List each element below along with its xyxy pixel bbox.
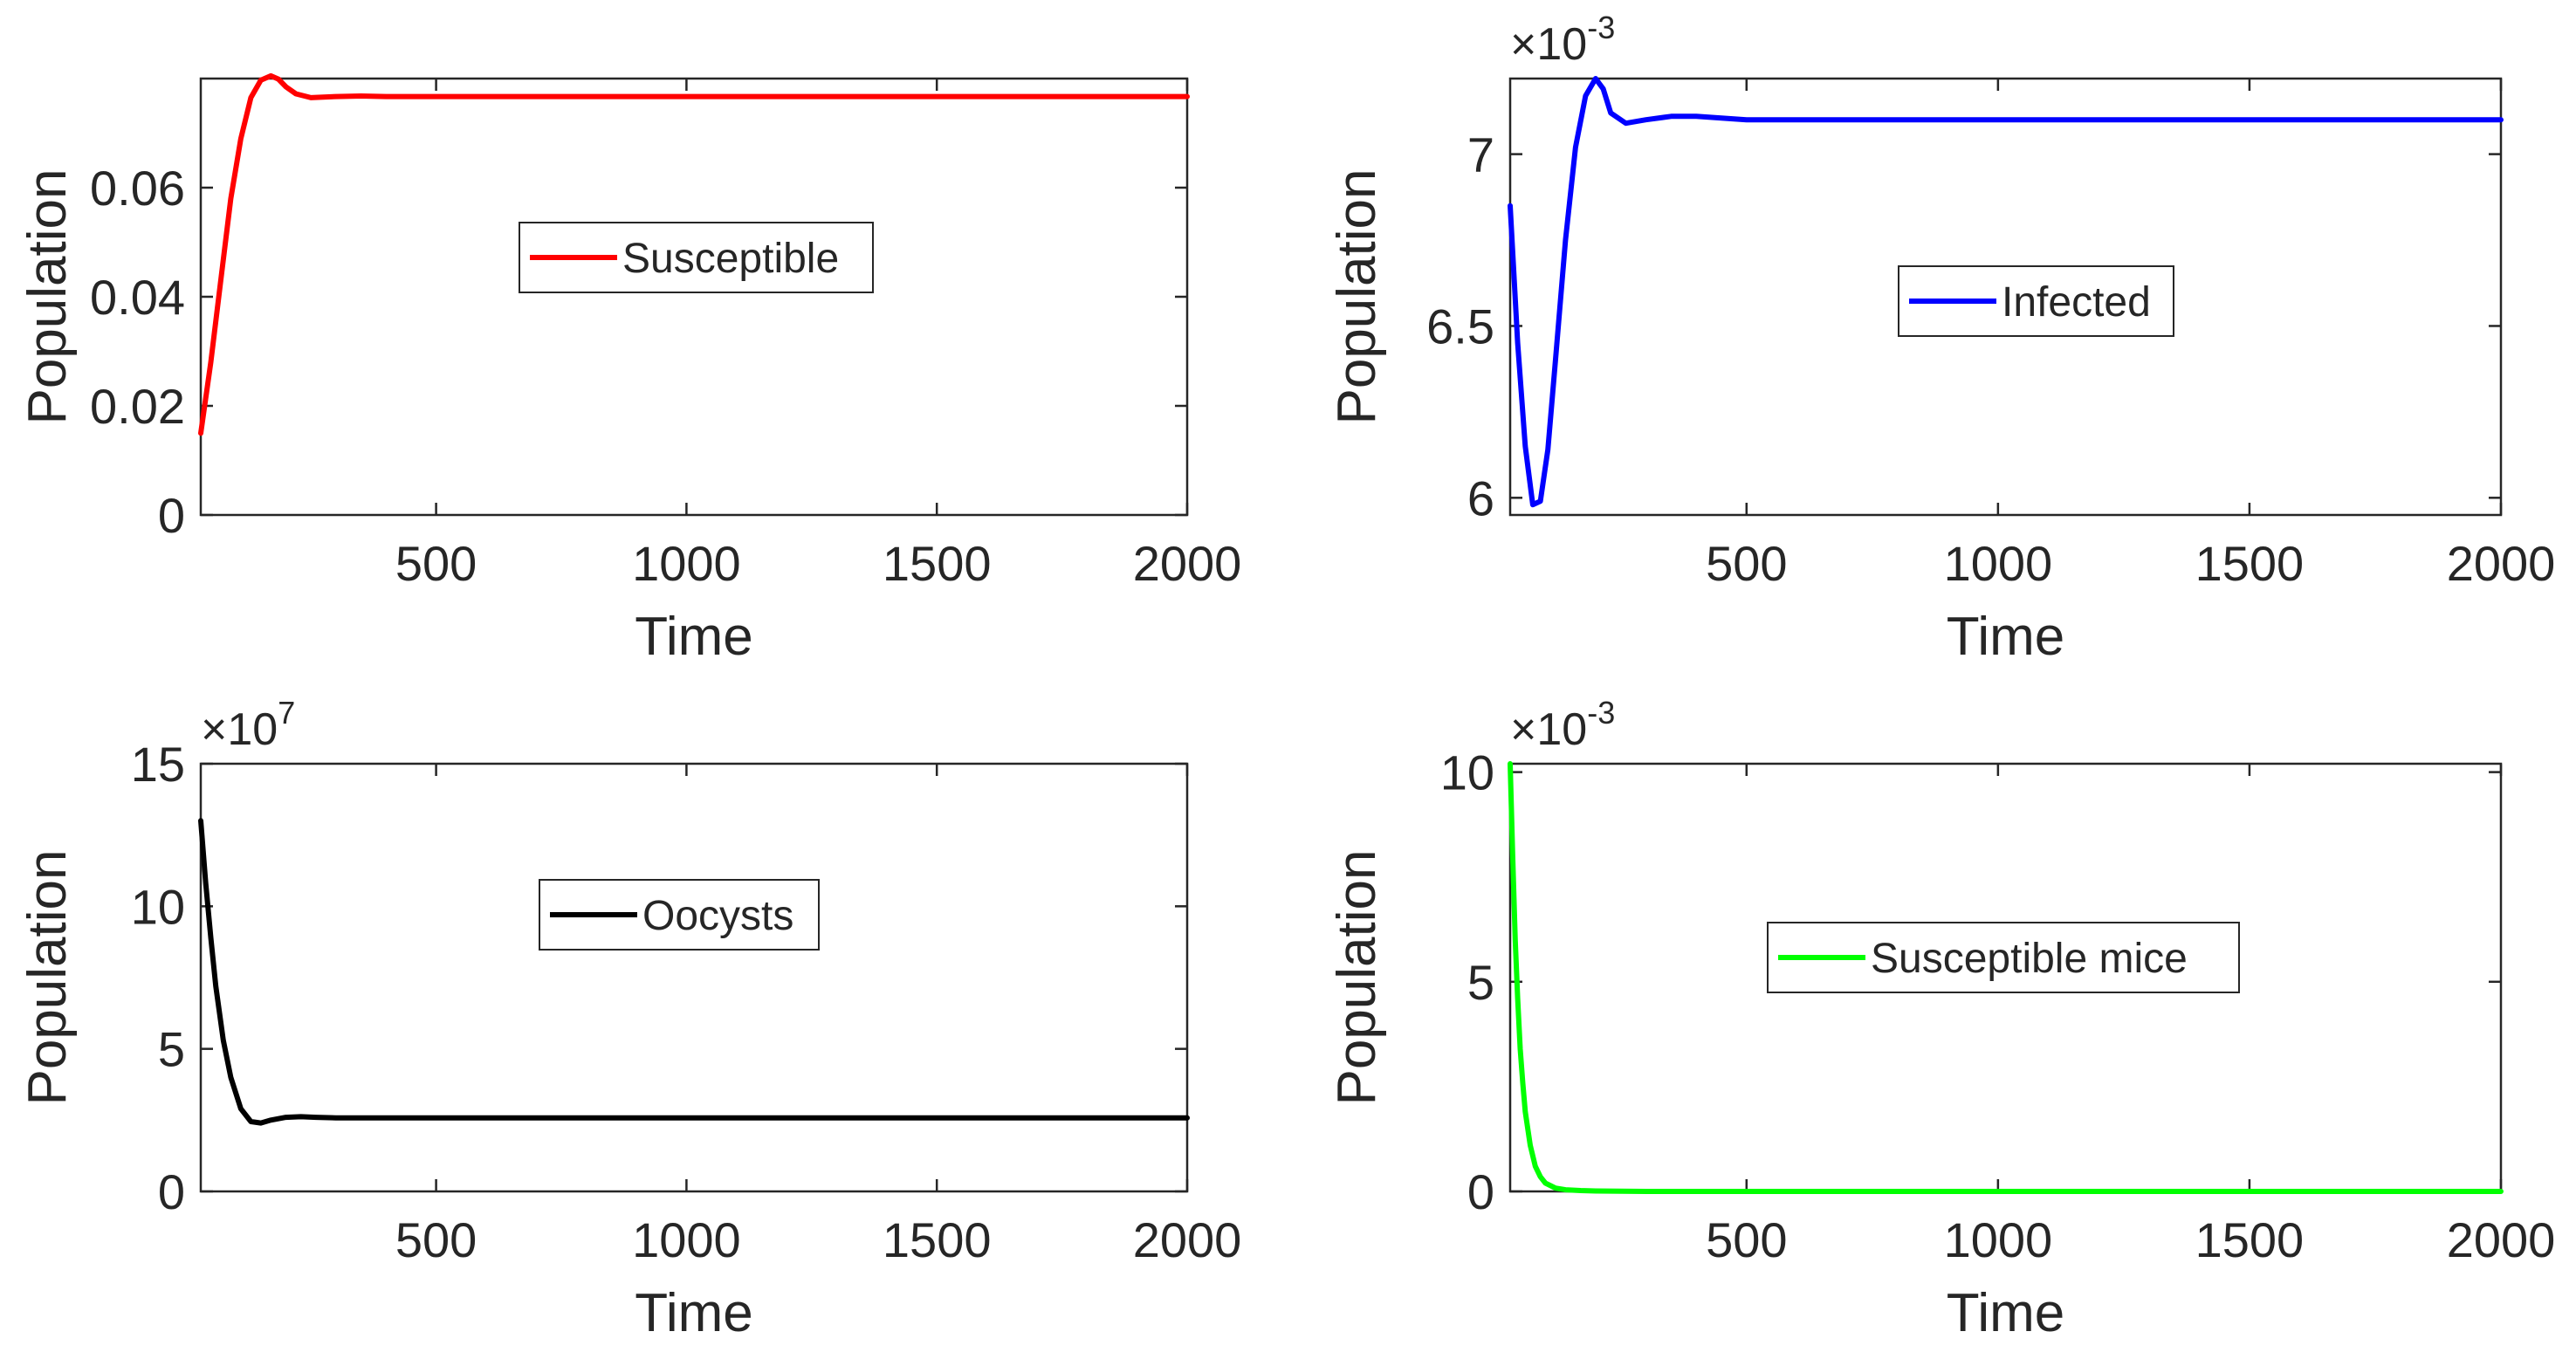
- legend: Susceptible: [519, 222, 874, 293]
- series-line-susceptible: [198, 72, 1190, 436]
- legend: Infected: [1898, 265, 2174, 337]
- y-tick-label: 6.5: [1426, 299, 1494, 353]
- x-tick-label: 2000: [1133, 536, 1242, 591]
- y-tick-label: 5: [1467, 955, 1494, 1010]
- x-tick-label: 1000: [1944, 1212, 2053, 1267]
- x-tick-label: 1500: [883, 1212, 992, 1267]
- series-line-infected: [1508, 76, 2504, 508]
- x-tick-label: 1500: [883, 536, 992, 591]
- x-tick-label: 500: [395, 1212, 477, 1267]
- chart-3: 500 1000 1500 2000 0 5 10 15 Time Population ×107 O…: [17, 695, 1241, 1343]
- x-tick-label: 1000: [632, 1212, 741, 1267]
- y-exponent-label: ×10-3: [1510, 695, 1615, 755]
- y-exponent-label: ×10-3: [1510, 10, 1615, 70]
- x-tick-label: 2000: [1133, 1212, 1242, 1267]
- x-tick-label: 1000: [1944, 536, 2053, 591]
- legend-label: Susceptible mice: [1871, 936, 2188, 982]
- x-tick-label: 1500: [2195, 536, 2305, 591]
- x-axis-label: Time: [635, 607, 752, 667]
- y-tick-label: 10: [1440, 745, 1494, 800]
- x-axis-label: Time: [635, 1283, 752, 1343]
- y-tick-label: 0: [158, 1164, 185, 1219]
- y-tick-label: 10: [131, 879, 185, 934]
- series-line-susceptible-mice: [1508, 761, 2504, 1194]
- x-tick-label: 500: [1706, 1212, 1787, 1267]
- y-tick-label: 0: [158, 488, 185, 543]
- y-tick-label: 6: [1467, 470, 1494, 525]
- chart-1: 500 1000 1500 2000 0 0.02 0.04 0.06 Time Populati…: [17, 72, 1242, 667]
- y-tick-label: 0: [1467, 1164, 1494, 1219]
- x-axis-label: Time: [1947, 607, 2064, 667]
- y-axis-label: Population: [17, 168, 78, 424]
- y-tick-label: 15: [131, 737, 185, 792]
- axes-box: [199, 77, 1189, 517]
- y-tick-label: 7: [1467, 127, 1494, 182]
- series-line-oocysts: [198, 818, 1190, 1126]
- x-tick-label: 1500: [2195, 1212, 2305, 1267]
- x-tick-label: 2000: [2447, 1212, 2556, 1267]
- legend: Susceptible mice: [1767, 922, 2240, 993]
- x-tick-label: 2000: [2447, 536, 2556, 591]
- y-tick-label: 5: [158, 1022, 185, 1077]
- x-tick-label: 500: [1706, 536, 1787, 591]
- x-tick-label: 500: [395, 536, 477, 591]
- legend-label: Oocysts: [642, 893, 793, 939]
- y-axis-label: Population: [1327, 168, 1387, 424]
- y-axis-label: Population: [17, 849, 78, 1105]
- y-axis-label: Population: [1327, 849, 1387, 1105]
- x-axis-label: Time: [1947, 1283, 2064, 1343]
- y-exponent-label: ×107: [201, 695, 295, 755]
- y-tick-label: 0.04: [90, 270, 185, 325]
- chart-4: 500 1000 1500 2000 0 5 10 Time Population ×10-3 Su…: [1327, 695, 2555, 1343]
- y-tick-label: 0.06: [90, 161, 185, 216]
- x-tick-label: 1000: [632, 536, 741, 591]
- y-tick-label: 0.02: [90, 379, 185, 434]
- chart-2: 500 1000 1500 2000 6 6.5 7 Time Population ×10-3 I…: [1327, 10, 2555, 667]
- axes-box: [199, 762, 1189, 1193]
- legend: Oocysts: [539, 879, 820, 951]
- legend-label: Susceptible: [622, 236, 839, 282]
- legend-label: Infected: [2002, 279, 2151, 326]
